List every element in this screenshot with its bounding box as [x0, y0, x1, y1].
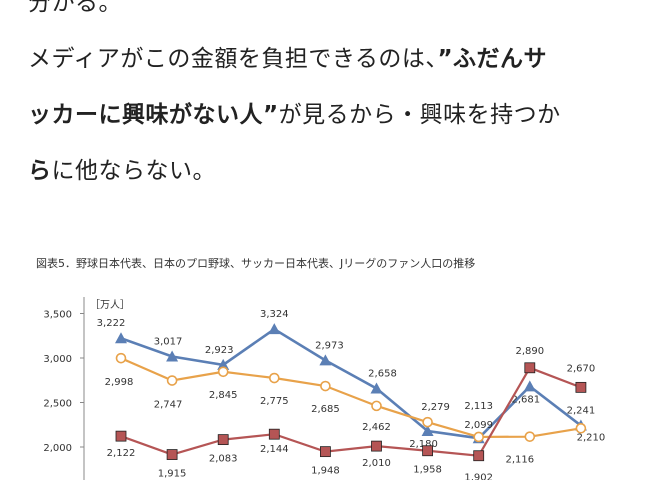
bold-text: ッカーに興味がない人”	[28, 102, 279, 128]
data-label: 2,775	[260, 396, 289, 407]
text-run: が見るから・興味を持つか	[278, 102, 561, 128]
y-tick-label: 2,000	[43, 443, 72, 454]
line-chart: ［万人］ 2,000 2,500 3,000 3,500 3,222 3,017 2,923 3…	[43, 297, 606, 480]
bold-text: ら	[28, 158, 52, 184]
data-label: 3,324	[260, 309, 289, 320]
data-label: 1,902	[464, 473, 493, 480]
data-label: 2,681	[511, 394, 540, 405]
data-label: 2,685	[311, 404, 340, 415]
data-point	[115, 332, 127, 344]
data-point	[269, 372, 280, 384]
figure-caption: 図表5．野球日本代表、日本のプロ野球、サッカー日本代表、Jリーグのファン人口の推…	[36, 257, 476, 270]
data-label: 2,083	[209, 454, 238, 465]
data-label: 2,180	[409, 439, 438, 450]
data-label: 2,113	[464, 401, 493, 412]
series-line	[120, 327, 582, 440]
paragraph-line: ッカーに興味がない人”が見るから・興味を持つか	[28, 100, 561, 130]
data-point	[473, 431, 485, 443]
data-label: 3,222	[97, 318, 126, 329]
data-point	[217, 434, 229, 446]
data-point	[422, 416, 433, 428]
data-point	[370, 382, 383, 394]
data-label: 1,958	[413, 465, 442, 476]
data-label: 2,279	[421, 402, 450, 413]
data-label: 1,915	[158, 469, 187, 480]
data-label: 2,845	[209, 390, 238, 401]
data-point	[166, 375, 178, 386]
data-point	[473, 450, 485, 462]
data-point	[524, 431, 536, 442]
series-line	[120, 357, 582, 439]
y-tick-label: 2,500	[43, 399, 72, 410]
data-point	[575, 381, 587, 393]
data-point	[371, 400, 382, 412]
data-label: 2,241	[567, 406, 596, 417]
paragraph-line: 分かる。	[28, 0, 122, 18]
data-point	[166, 449, 178, 460]
data-label: 2,099	[464, 420, 493, 431]
data-point	[166, 350, 179, 362]
y-axis-label: ［万人］	[90, 299, 130, 311]
data-label: 2,973	[315, 340, 344, 351]
data-point	[217, 366, 229, 378]
text-run: に他ならない。	[51, 158, 216, 184]
data-label: 2,210	[577, 432, 606, 443]
data-label: 2,122	[107, 448, 136, 459]
data-point	[575, 423, 587, 434]
paragraph-line: メディアがこの金額を負担できるのは、”ふだんサ	[28, 44, 547, 74]
bold-text: ”ふだんサ	[437, 46, 548, 72]
data-label: 2,658	[368, 368, 397, 379]
figure: 図表5．野球日本代表、日本のプロ野球、サッカー日本代表、Jリーグのファン人口の推…	[28, 247, 624, 480]
text-run: メディアがこの金額を負担できるのは、	[28, 46, 438, 72]
y-tick-label: 3,500	[43, 310, 72, 321]
paragraph-line: らに他ならない。	[28, 156, 216, 186]
data-point	[268, 323, 281, 335]
data-label: 3,017	[154, 336, 183, 347]
data-point	[422, 445, 434, 457]
data-point	[319, 446, 331, 458]
data-label: 2,923	[205, 345, 234, 356]
data-point	[523, 380, 536, 392]
data-label: 2,747	[154, 400, 183, 411]
text-run: 分かる。	[28, 0, 122, 16]
data-label: 2,144	[260, 444, 289, 455]
data-label: 2,116	[505, 455, 534, 466]
data-point	[217, 358, 230, 370]
data-point	[115, 430, 127, 442]
data-label: 2,010	[362, 458, 391, 469]
data-label: 2,998	[105, 377, 134, 388]
series-line	[120, 366, 582, 457]
data-point	[421, 424, 434, 436]
data-label: 2,890	[515, 346, 544, 357]
data-point	[115, 352, 127, 364]
data-point	[268, 428, 280, 440]
data-point	[319, 354, 332, 366]
y-tick-label: 3,000	[43, 354, 72, 365]
data-point	[371, 440, 382, 452]
data-label: 1,948	[311, 466, 340, 477]
data-label: 2,670	[567, 363, 596, 374]
data-point	[524, 362, 536, 374]
data-point	[320, 380, 331, 392]
data-label: 2,462	[362, 422, 391, 433]
